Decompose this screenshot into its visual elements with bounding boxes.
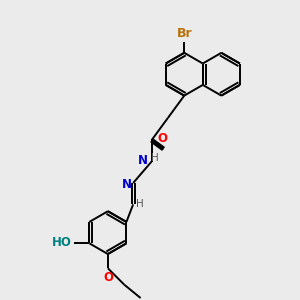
Text: Br: Br [177, 27, 193, 40]
Text: O: O [103, 271, 113, 284]
Text: O: O [157, 132, 167, 146]
Text: HO: HO [52, 236, 71, 249]
Text: H: H [136, 200, 144, 209]
Text: N: N [122, 178, 132, 191]
Text: N: N [138, 154, 148, 166]
Text: H: H [151, 153, 159, 163]
